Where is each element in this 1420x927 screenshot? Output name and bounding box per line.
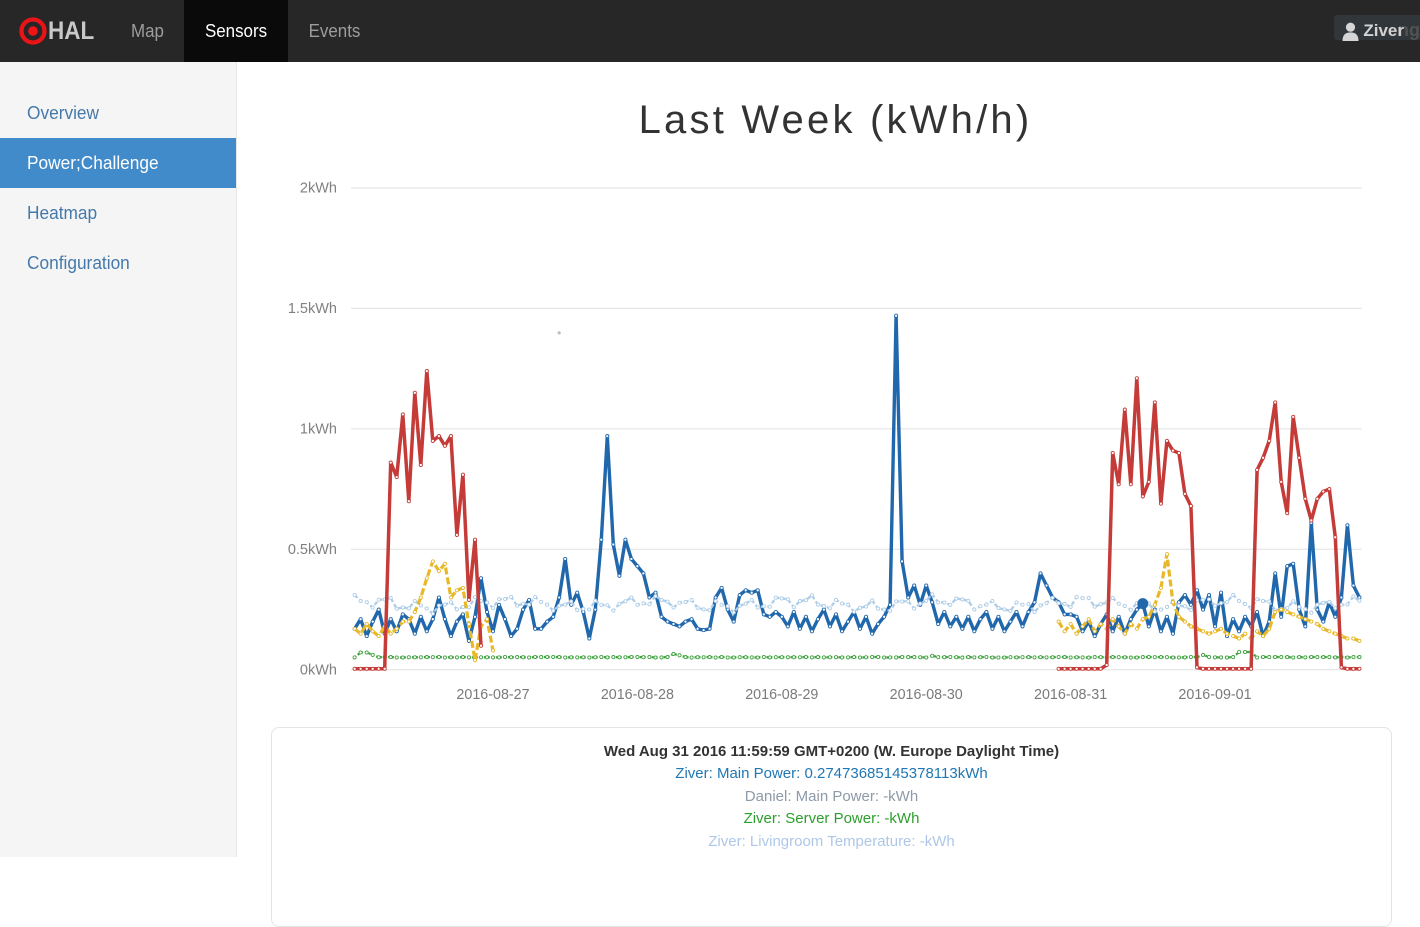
svg-text:1.5kWh: 1.5kWh <box>288 301 337 317</box>
svg-text:2016-08-28: 2016-08-28 <box>601 687 674 703</box>
svg-text:2016-08-30: 2016-08-30 <box>890 687 963 703</box>
svg-text:2kWh: 2kWh <box>300 181 337 197</box>
svg-text:2016-08-31: 2016-08-31 <box>1034 687 1107 703</box>
svg-text:2016-08-27: 2016-08-27 <box>456 687 529 703</box>
svg-text:1kWh: 1kWh <box>300 421 337 437</box>
svg-text:0kWh: 0kWh <box>300 662 337 678</box>
svg-text:0.5kWh: 0.5kWh <box>288 542 337 558</box>
svg-text:2016-08-29: 2016-08-29 <box>745 687 818 703</box>
svg-text:2016-09-01: 2016-09-01 <box>1178 687 1251 703</box>
